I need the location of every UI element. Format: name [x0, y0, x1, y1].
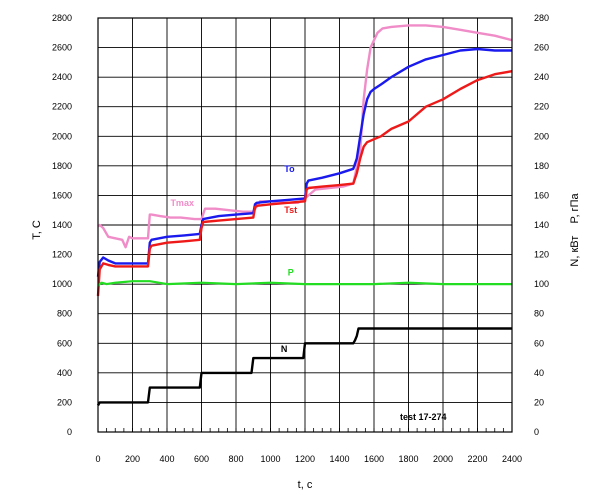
y-left-tick-label: 1200: [52, 250, 72, 260]
y-left-tick-label: 600: [57, 338, 72, 348]
y-left-tick-label: 800: [57, 309, 72, 319]
series-label-n: N: [281, 344, 288, 354]
y-left-tick-label: 1800: [52, 161, 72, 171]
y-left-tick-label: 2600: [52, 43, 72, 53]
y-right-tick-label: 260: [534, 43, 549, 53]
series-lines: [96, 24, 513, 406]
x-tick-label: 400: [159, 454, 174, 464]
series-label-to: To: [284, 164, 295, 174]
series-labels: Tmax To Tst P N: [170, 164, 297, 354]
y-right-tick-label: 60: [534, 338, 544, 348]
plot-frame: [97, 17, 513, 433]
grid: [97, 17, 513, 433]
y-left-tick-label: 400: [57, 368, 72, 378]
x-tick-label: 1800: [398, 454, 418, 464]
x-axis-title: t, c: [298, 479, 313, 491]
x-tick-label: 0: [95, 454, 100, 464]
y-left-tick-label: 200: [57, 397, 72, 407]
x-tick-label: 1400: [329, 454, 349, 464]
test-annotation: test 17-274: [400, 412, 447, 422]
y-right-tick-label: 80: [534, 309, 544, 319]
x-tick-label: 1200: [295, 454, 315, 464]
x-tick-label: 800: [228, 454, 243, 464]
x-tick-label: 1000: [260, 454, 280, 464]
x-tick-labels: 0 200 400 600 800 1000 1200 1400 1600 1800 2000 220…: [95, 454, 522, 464]
x-tick-label: 1600: [364, 454, 384, 464]
series-label-p: P: [288, 267, 294, 277]
series-label-tst: Tst: [284, 205, 297, 215]
series-line-n: [96, 327, 512, 406]
series-line-p: [97, 280, 512, 287]
x-tick-label: 2200: [467, 454, 487, 464]
y-left-tick-label: 0: [67, 427, 72, 437]
x-tick-label: 2000: [433, 454, 453, 464]
y-left-tick-label: 2200: [52, 102, 72, 112]
series-line-tst: [96, 70, 513, 297]
y-left-tick-labels: 0 200 400 600 800 1000 1200 1400 1600 1800 2000 220…: [52, 13, 72, 437]
y-right-tick-label: 220: [534, 102, 549, 112]
y-left-axis-title: T, C: [31, 220, 43, 240]
y-left-tick-label: 2800: [52, 13, 72, 23]
x-tick-label: 600: [194, 454, 209, 464]
y-right-tick-label: 280: [534, 13, 549, 23]
y-left-tick-label: 1000: [52, 279, 72, 289]
y-right-tick-label: 40: [534, 368, 544, 378]
y-right-tick-label: 180: [534, 161, 549, 171]
y-right-tick-label: 0: [534, 427, 539, 437]
y-left-tick-label: 1600: [52, 190, 72, 200]
y-right-tick-label: 100: [534, 279, 549, 289]
series-line-to: [96, 47, 512, 277]
y-right-tick-label: 160: [534, 190, 549, 200]
y-left-tick-label: 1400: [52, 220, 72, 230]
y-left-tick-label: 2400: [52, 72, 72, 82]
y-right-tick-labels: 0 20 40 60 80 100 120 140 160 180 200 220 240 260 280: [534, 13, 549, 437]
y-right-tick-label: 140: [534, 220, 549, 230]
y-right-tick-label: 120: [534, 250, 549, 260]
y-left-tick-label: 2000: [52, 131, 72, 141]
y-right-tick-label: 200: [534, 131, 549, 141]
y-right-axis-title: N, кВт P, гПа: [569, 193, 581, 267]
x-tick-label: 200: [125, 454, 140, 464]
x-tick-label: 2400: [502, 454, 522, 464]
y-right-tick-label: 20: [534, 397, 544, 407]
series-label-tmax: Tmax: [170, 198, 194, 208]
y-right-tick-label: 240: [534, 72, 549, 82]
